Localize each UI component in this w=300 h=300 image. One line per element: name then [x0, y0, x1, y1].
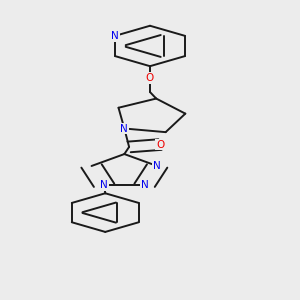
Text: N: N	[111, 31, 119, 41]
Text: O: O	[156, 140, 164, 150]
Text: O: O	[146, 73, 154, 83]
Text: N: N	[121, 124, 128, 134]
Text: N: N	[153, 161, 161, 171]
Text: N: N	[141, 180, 148, 190]
Text: N: N	[100, 180, 108, 190]
